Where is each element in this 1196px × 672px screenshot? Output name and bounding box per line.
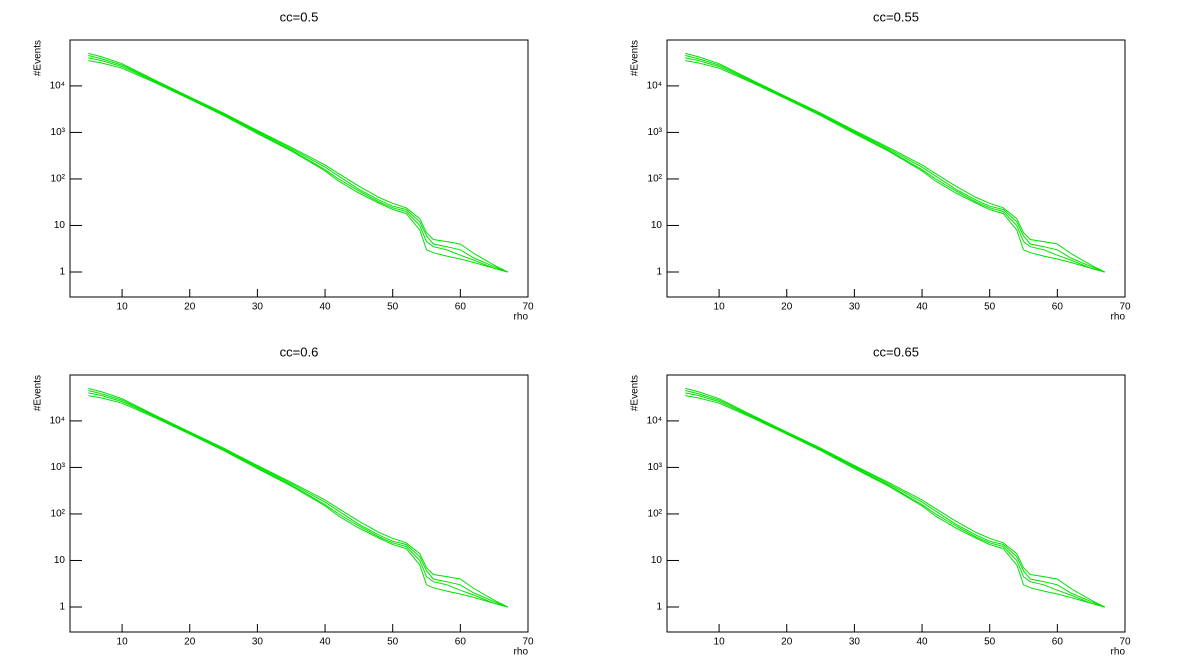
data-line (88, 387, 508, 608)
x-tick-label: 10 (117, 302, 129, 313)
x-tick-label: 60 (455, 302, 467, 313)
data-line (685, 387, 1105, 608)
x-tick-label: 50 (387, 302, 399, 313)
y-tick-label: 1 (59, 602, 65, 613)
data-line (685, 55, 1105, 273)
x-tick-label: 50 (984, 302, 996, 313)
plot-frame (666, 374, 1126, 633)
panel-title: cc=0.55 (873, 9, 919, 24)
x-tick-label: 10 (117, 637, 129, 648)
x-tick-label: 70 (1119, 302, 1131, 313)
x-tick-label: 20 (184, 637, 196, 648)
x-axis-label: rho (514, 647, 529, 658)
y-tick-label: 10 (54, 555, 66, 566)
y-tick-label: 10⁴ (50, 81, 65, 92)
y-tick-label: 10² (51, 509, 66, 520)
data-line (685, 52, 1105, 273)
x-tick-label: 30 (252, 302, 264, 313)
x-axis-label: rho (1111, 647, 1126, 658)
x-tick-label: 40 (319, 637, 331, 648)
x-tick-label: 30 (849, 637, 861, 648)
data-line (88, 57, 508, 273)
x-tick-label: 50 (984, 637, 996, 648)
data-line (88, 60, 508, 273)
x-tick-label: 50 (387, 637, 399, 648)
data-line (88, 390, 508, 608)
y-tick-label: 10 (651, 555, 663, 566)
y-tick-label: 10³ (648, 462, 663, 473)
x-axis-label: rho (514, 312, 529, 323)
y-tick-label: 10⁴ (647, 81, 662, 92)
y-axis-label: #Events (630, 40, 641, 76)
x-tick-label: 70 (522, 302, 534, 313)
x-tick-label: 10 (714, 302, 726, 313)
x-tick-label: 60 (455, 637, 467, 648)
x-axis-label: rho (1111, 312, 1126, 323)
data-line (685, 60, 1105, 273)
panel-title: cc=0.6 (280, 344, 319, 359)
data-line (685, 392, 1105, 608)
y-axis-label: #Events (33, 375, 44, 411)
panel-title: cc=0.5 (280, 9, 319, 24)
x-tick-label: 20 (781, 302, 793, 313)
y-tick-label: 10² (648, 509, 663, 520)
data-line (685, 395, 1105, 608)
y-tick-label: 10² (51, 174, 66, 185)
x-tick-label: 30 (252, 637, 264, 648)
data-line (88, 395, 508, 608)
data-line (88, 52, 508, 273)
x-tick-label: 70 (522, 637, 534, 648)
y-tick-label: 1 (59, 267, 65, 278)
data-line (685, 57, 1105, 273)
data-line (88, 392, 508, 608)
y-tick-label: 10 (651, 220, 663, 231)
y-tick-label: 10 (54, 220, 66, 231)
x-tick-label: 70 (1119, 637, 1131, 648)
data-line (88, 55, 508, 273)
y-tick-label: 10⁴ (647, 416, 662, 427)
panel-title: cc=0.65 (873, 344, 919, 359)
y-tick-label: 1 (656, 602, 662, 613)
x-tick-label: 30 (849, 302, 861, 313)
y-tick-label: 10² (648, 174, 663, 185)
x-tick-label: 40 (319, 302, 331, 313)
y-axis-label: #Events (33, 40, 44, 76)
y-tick-label: 10³ (51, 462, 66, 473)
x-tick-label: 20 (184, 302, 196, 313)
plot-frame (69, 39, 529, 298)
y-tick-label: 10³ (648, 127, 663, 138)
x-tick-label: 40 (916, 302, 928, 313)
plot-frame (666, 39, 1126, 298)
x-tick-label: 20 (781, 637, 793, 648)
y-tick-label: 10³ (51, 127, 66, 138)
y-tick-label: 10⁴ (50, 416, 65, 427)
y-axis-label: #Events (630, 375, 641, 411)
x-tick-label: 10 (714, 637, 726, 648)
x-tick-label: 40 (916, 637, 928, 648)
data-line (685, 390, 1105, 608)
y-tick-label: 1 (656, 267, 662, 278)
x-tick-label: 60 (1052, 302, 1064, 313)
plot-frame (69, 374, 529, 633)
x-tick-label: 60 (1052, 637, 1064, 648)
